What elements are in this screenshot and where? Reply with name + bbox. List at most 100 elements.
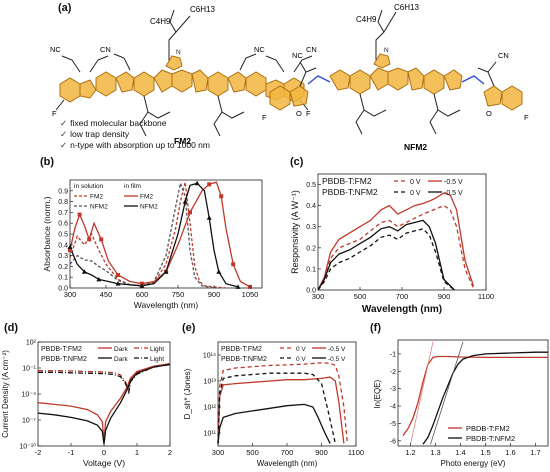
series-line-e-3 <box>217 403 331 444</box>
x-tick-label-f: 1.6 <box>505 448 515 457</box>
legend-cond-d: Dark <box>114 346 128 353</box>
x-tick-label-c: 1100 <box>478 292 494 301</box>
nfm2-f-left: F <box>262 113 267 122</box>
series-line-f-2 <box>410 341 434 445</box>
y-tick-label-e: 10¹⁴ <box>203 353 216 360</box>
legend-cond-d: Light <box>150 346 164 353</box>
check-icon: ✓ <box>60 129 68 139</box>
x-axis-label-f: Photo energy (eV) <box>441 459 506 468</box>
fm2-f-right: F <box>306 109 311 118</box>
x-axis-label-c: Wavelength (nm) <box>362 304 442 315</box>
y-tick-label-e: 10¹¹ <box>204 431 217 438</box>
y-tick-label-b: 0.9 <box>58 188 68 195</box>
data-point-b <box>219 194 224 199</box>
data-point-b <box>115 281 121 286</box>
data-point-b <box>99 237 104 242</box>
x-tick-label-f: 1.7 <box>530 448 540 457</box>
legend-label-b: FM2 <box>90 194 103 201</box>
check-icon: ✓ <box>60 140 68 150</box>
fm2-chain-label-b: C4H9 <box>150 17 171 26</box>
y-axis-label-c: Responsivity (A W⁻¹) <box>290 190 300 274</box>
y-tick-label-b: 0.1 <box>58 275 68 282</box>
fm2-molecule <box>55 9 313 137</box>
data-point-b <box>116 273 120 278</box>
series-line-e-2 <box>217 372 336 444</box>
panel-letter-c: (c) <box>290 156 304 168</box>
fm2-nc-right: NC <box>254 45 265 54</box>
series-line-e-1 <box>217 376 345 444</box>
legend-row-c: PBDB-T:NFM2 <box>322 187 378 197</box>
x-tick-label-b: 900 <box>208 290 221 299</box>
legend-row-c: PBDB-T:FM2 <box>322 176 372 186</box>
nfm2-o-left: O <box>296 109 302 118</box>
y-tick-label-b: 0.7 <box>58 210 68 217</box>
x-tick-label-d: -1 <box>68 448 75 457</box>
fm2-cn-right: CN <box>306 45 317 54</box>
legend-label-f: PBDB-T:NFM2 <box>466 434 515 443</box>
x-tick-label-d: -2 <box>35 448 42 457</box>
legend-label-b: FM2 <box>140 194 153 201</box>
y-tick-label-f: -1 <box>390 351 396 358</box>
y-axis-label-b: Absorbance (norm.) <box>42 196 52 271</box>
series-line-c-0 <box>317 204 474 291</box>
legend-title-b-film: in film <box>124 183 141 190</box>
y-tick-label-c: 0.2 <box>306 245 316 252</box>
y-tick-label-c: 0.5 <box>306 182 316 189</box>
panel-letter-a: (a) <box>58 2 72 14</box>
data-point-b <box>216 269 222 274</box>
data-point-b <box>231 262 236 267</box>
x-tick-label-f: 1.2 <box>405 448 415 457</box>
x-tick-label-e: 900 <box>315 448 328 457</box>
series-line-b-0 <box>69 182 227 289</box>
data-point-b <box>77 212 82 217</box>
nfm2-n-atom: N <box>384 47 389 54</box>
bullet-item: ✓ fixed molecular backbone <box>60 118 167 128</box>
nfm2-vinyl-left <box>307 75 331 85</box>
x-tick-label-b: 300 <box>64 290 77 299</box>
y-tick-label-d: 10⁻⁷ <box>22 418 36 425</box>
y-tick-label-e: 10¹² <box>204 405 217 412</box>
y-tick-label-b: 0.4 <box>58 242 68 249</box>
series-line-d-2 <box>37 363 171 445</box>
x-tick-label-e: 1100 <box>348 448 364 457</box>
x-axis-label-d: Voltage (V) <box>83 458 125 468</box>
y-axis-label-e: D_sh* (Jones) <box>183 368 192 419</box>
data-point-b <box>96 276 102 282</box>
y-tick-label-f: -5 <box>390 421 396 428</box>
data-point-b <box>235 284 241 289</box>
x-tick-label-d: 0 <box>102 448 106 457</box>
x-tick-label-d: 1 <box>135 448 139 457</box>
series-line-c-3 <box>317 219 455 291</box>
x-tick-label-c: 900 <box>438 292 451 301</box>
y-tick-label-f: -2 <box>390 369 396 376</box>
data-point-b <box>87 237 92 242</box>
series-line-f-1 <box>422 351 548 445</box>
legend-label-b: NFM2 <box>140 204 158 211</box>
x-tick-label-b: 750 <box>172 290 185 299</box>
y-tick-label-d: 10² <box>26 340 37 347</box>
nfm2-molecule <box>269 9 523 135</box>
legend-bias-c: 0 V <box>410 190 421 197</box>
fm2-n-atom: N <box>176 49 181 56</box>
y-tick-label-c: 0.0 <box>306 288 316 295</box>
legend-label-f: PBDB-T:FM2 <box>466 424 510 433</box>
nfm2-name: NFM2 <box>404 142 427 152</box>
y-axis-label-f: ln(EQE) <box>373 379 382 408</box>
fm2-cn-left: CN <box>100 45 111 54</box>
bullet-item: ✓ low trap density <box>60 129 130 139</box>
series-line-b-2 <box>69 181 251 288</box>
fm2-chain-label-a: C6H13 <box>190 5 215 14</box>
legend-row-d: PBDB-T:FM2 <box>41 346 82 353</box>
feature-bullets: ✓ fixed molecular backbone ✓ low trap dens… <box>60 118 210 151</box>
y-tick-label-d: 10⁻¹⁰ <box>19 443 36 451</box>
x-tick-label-d: 2 <box>168 448 172 457</box>
nfm2-chain-label-b: C4H9 <box>356 15 377 24</box>
legend-row-e: PBDB-T:NFM2 <box>221 356 267 363</box>
legend-cond-d: Dark <box>114 356 128 363</box>
series-line-d-0 <box>37 363 171 442</box>
legend-title-b-solution: in solution <box>74 183 104 190</box>
fm2-nc-left: NC <box>50 45 61 54</box>
nfm2-cn-right: CN <box>498 51 509 60</box>
y-tick-label-b: 0.6 <box>58 221 68 228</box>
